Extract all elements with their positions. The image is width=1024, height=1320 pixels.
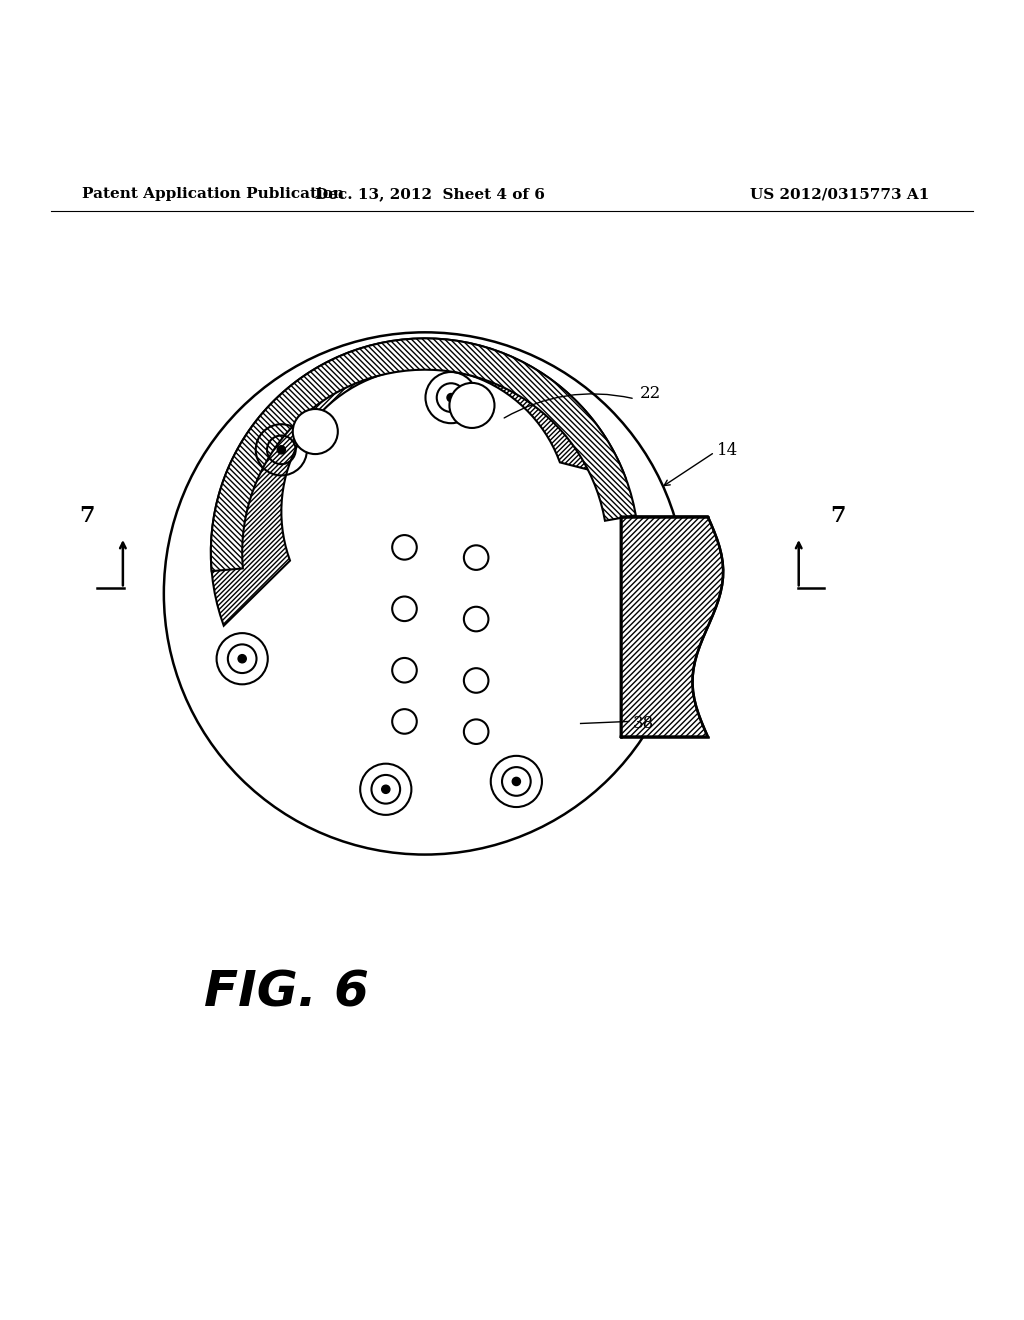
- Circle shape: [278, 446, 286, 454]
- Circle shape: [512, 777, 520, 785]
- Circle shape: [392, 597, 417, 622]
- Circle shape: [450, 383, 495, 428]
- Text: Patent Application Publication: Patent Application Publication: [82, 187, 344, 201]
- Circle shape: [464, 545, 488, 570]
- Circle shape: [392, 709, 417, 734]
- Circle shape: [293, 409, 338, 454]
- Text: 7: 7: [829, 504, 846, 527]
- Text: Dec. 13, 2012  Sheet 4 of 6: Dec. 13, 2012 Sheet 4 of 6: [315, 187, 545, 201]
- Text: 38: 38: [633, 715, 654, 733]
- Polygon shape: [211, 338, 636, 572]
- Circle shape: [464, 719, 488, 744]
- Text: 7: 7: [79, 504, 95, 527]
- Text: 14: 14: [717, 442, 738, 458]
- Circle shape: [238, 655, 246, 663]
- Circle shape: [392, 657, 417, 682]
- Circle shape: [464, 607, 488, 631]
- Circle shape: [464, 668, 488, 693]
- Text: 22: 22: [640, 385, 662, 403]
- Polygon shape: [211, 338, 626, 626]
- Text: FIG. 6: FIG. 6: [204, 969, 370, 1016]
- Circle shape: [392, 535, 417, 560]
- Circle shape: [446, 393, 456, 401]
- Text: US 2012/0315773 A1: US 2012/0315773 A1: [750, 187, 930, 201]
- Circle shape: [382, 785, 390, 793]
- Polygon shape: [621, 516, 723, 737]
